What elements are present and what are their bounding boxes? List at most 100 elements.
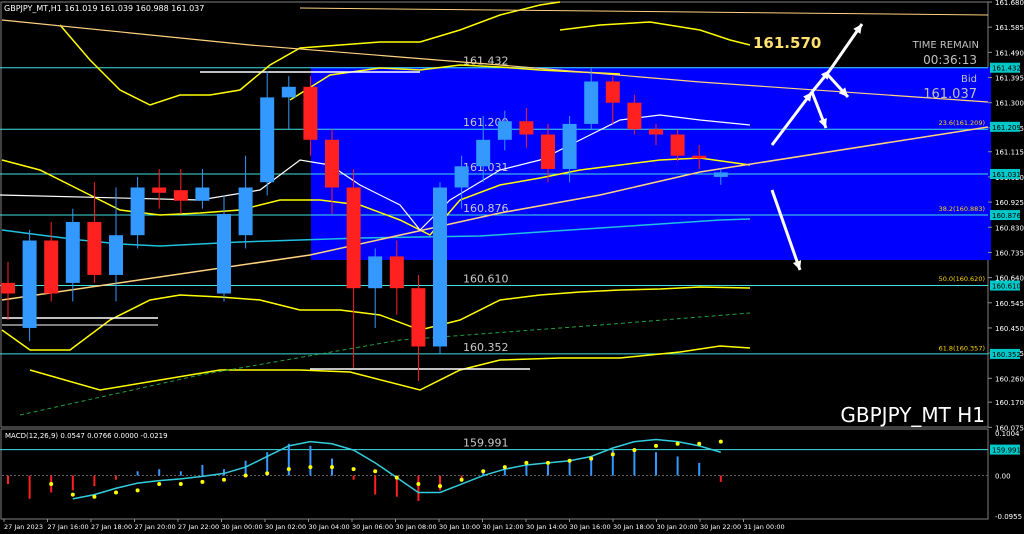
macd-signal-dot-13 <box>286 467 291 472</box>
arrow-shaft-0 <box>770 91 814 146</box>
level-label-3: 160.876 <box>463 202 509 215</box>
macd-signal-dot-15 <box>330 465 334 470</box>
candle-body-7 <box>152 187 167 193</box>
candle-body-31 <box>670 134 685 156</box>
candle-body-13 <box>281 86 296 98</box>
x-tick-label-5: 30 Jan 00:00 <box>222 523 263 531</box>
arrow-shaft-5 <box>770 189 802 271</box>
price-badge-1 <box>990 121 1020 132</box>
candle-body-0 <box>1 282 15 294</box>
band-middle <box>1 157 751 236</box>
price-badge-label-3: 160.876 <box>992 212 1021 220</box>
x-tick-label-13: 30 Jan 16:00 <box>570 523 611 531</box>
macd-signal-dot-17 <box>373 469 378 474</box>
candle-body-14 <box>303 86 318 140</box>
candle-body-6 <box>130 187 145 236</box>
macd-y-tick-1: 0.00 <box>995 473 1011 481</box>
y-tick-label-12: 160.545 <box>995 300 1024 308</box>
macd-signal-dot-12 <box>265 471 270 476</box>
x-tick-label-15: 30 Jan 20:00 <box>657 523 698 531</box>
target-label: 161.570 <box>753 34 821 52</box>
candle-body-8 <box>173 190 188 201</box>
moving-average-green <box>19 312 751 416</box>
arrow-head-5 <box>792 260 802 270</box>
x-tick-label-12: 30 Jan 14:00 <box>526 523 567 531</box>
candle-body-32 <box>692 155 707 159</box>
candle-body-27 <box>584 81 599 124</box>
y-tick-label-6: 161.115 <box>995 149 1024 157</box>
candle-body-18 <box>389 256 404 289</box>
x-tick-label-14: 30 Jan 18:00 <box>613 523 654 531</box>
bid-value: 161.037 <box>923 87 977 102</box>
candle-body-24 <box>519 121 534 135</box>
candle-body-28 <box>605 81 620 103</box>
macd-signal-dot-31 <box>675 441 680 446</box>
macd-signal-dot-6 <box>135 488 140 493</box>
candle-body-22 <box>476 139 491 167</box>
candle-body-20 <box>433 187 447 347</box>
macd-signal-dot-7 <box>157 482 162 487</box>
price-badge-label-4: 160.610 <box>992 283 1021 291</box>
arrow-head-1 <box>820 70 830 80</box>
y-tick-label-2: 161.490 <box>995 49 1024 57</box>
fib-label-1: 38.2(160.883) <box>939 205 985 213</box>
macd-signal-dot-19 <box>416 482 421 487</box>
x-tick-label-10: 30 Jan 10:00 <box>439 523 480 531</box>
candle-body-2 <box>44 240 59 294</box>
macd-signal-dot-11 <box>243 473 248 478</box>
macd-signal-dot-4 <box>92 494 97 499</box>
level-label-2: 161.031 <box>463 161 509 174</box>
x-tick-label-3: 27 Jan 20:00 <box>135 523 176 531</box>
trendline-upper <box>1 19 989 103</box>
x-tick-label-0: 27 Jan 2023 <box>4 523 43 531</box>
candle-body-16 <box>346 187 361 289</box>
candle-body-5 <box>109 235 123 275</box>
level-label-4: 160.610 <box>463 273 509 286</box>
macd-signal-dot-8 <box>178 482 183 487</box>
candle-body-23 <box>497 121 512 140</box>
candle-body-30 <box>649 129 663 135</box>
price-badge-6 <box>990 444 1020 455</box>
level-label-6: 159.991 <box>463 437 509 450</box>
fib-label-3: 61.8(160.357) <box>939 345 985 353</box>
time-remain-label: TIME REMAIN <box>912 40 979 51</box>
macd-signal-dot-22 <box>481 469 486 474</box>
y-tick-label-1: 161.585 <box>995 24 1024 32</box>
window-title: GBPJPY_MT,H1 161.019 161.039 160.988 161… <box>4 4 204 13</box>
macd-signal-dot-27 <box>589 456 594 461</box>
x-tick-label-4: 27 Jan 22:00 <box>178 523 219 531</box>
band-lower <box>1 286 751 351</box>
blue-zone <box>311 67 991 260</box>
x-tick-label-7: 30 Jan 04:00 <box>309 523 350 531</box>
macd-signal-dot-23 <box>502 465 507 470</box>
arrow-shaft-2 <box>828 23 864 71</box>
macd-signal-dot-30 <box>654 443 658 448</box>
y-tick-label-17: 160.075 <box>995 424 1024 432</box>
macd-signal-dot-14 <box>308 465 313 470</box>
arrow-head-3 <box>818 118 827 128</box>
candle-body-4 <box>87 221 102 275</box>
x-tick-label-8: 30 Jan 06:00 <box>352 523 393 531</box>
price-badge-2 <box>990 168 1020 179</box>
candle-body-21 <box>454 166 469 188</box>
price-badge-label-6: 159.991 <box>992 447 1021 455</box>
price-badge-4 <box>990 280 1020 291</box>
macd-y-tick-2: -0.0955 <box>995 513 1022 521</box>
price-badge-label-2: 161.031 <box>992 171 1021 179</box>
candle-body-33 <box>713 172 728 177</box>
symbol-label: GBPJPY_MT H1 <box>840 403 985 427</box>
arrow-head-4 <box>838 87 848 97</box>
arrow-head-0 <box>803 92 812 102</box>
band-lower-2 <box>29 345 751 391</box>
arrow-head-2 <box>853 24 862 34</box>
macd-signal-dot-18 <box>394 475 399 480</box>
x-tick-label-16: 30 Jan 22:00 <box>700 523 741 531</box>
macd-signal-dot-25 <box>546 460 550 465</box>
x-tick-label-17: 31 Jan 00:00 <box>744 523 785 531</box>
candle-body-19 <box>411 288 426 347</box>
macd-signal-dot-9 <box>200 479 205 484</box>
x-tick-label-9: 30 Jan 08:00 <box>396 523 437 531</box>
y-tick-label-0: 161.680 <box>995 0 1024 7</box>
x-tick-label-2: 27 Jan 18:00 <box>91 523 132 531</box>
